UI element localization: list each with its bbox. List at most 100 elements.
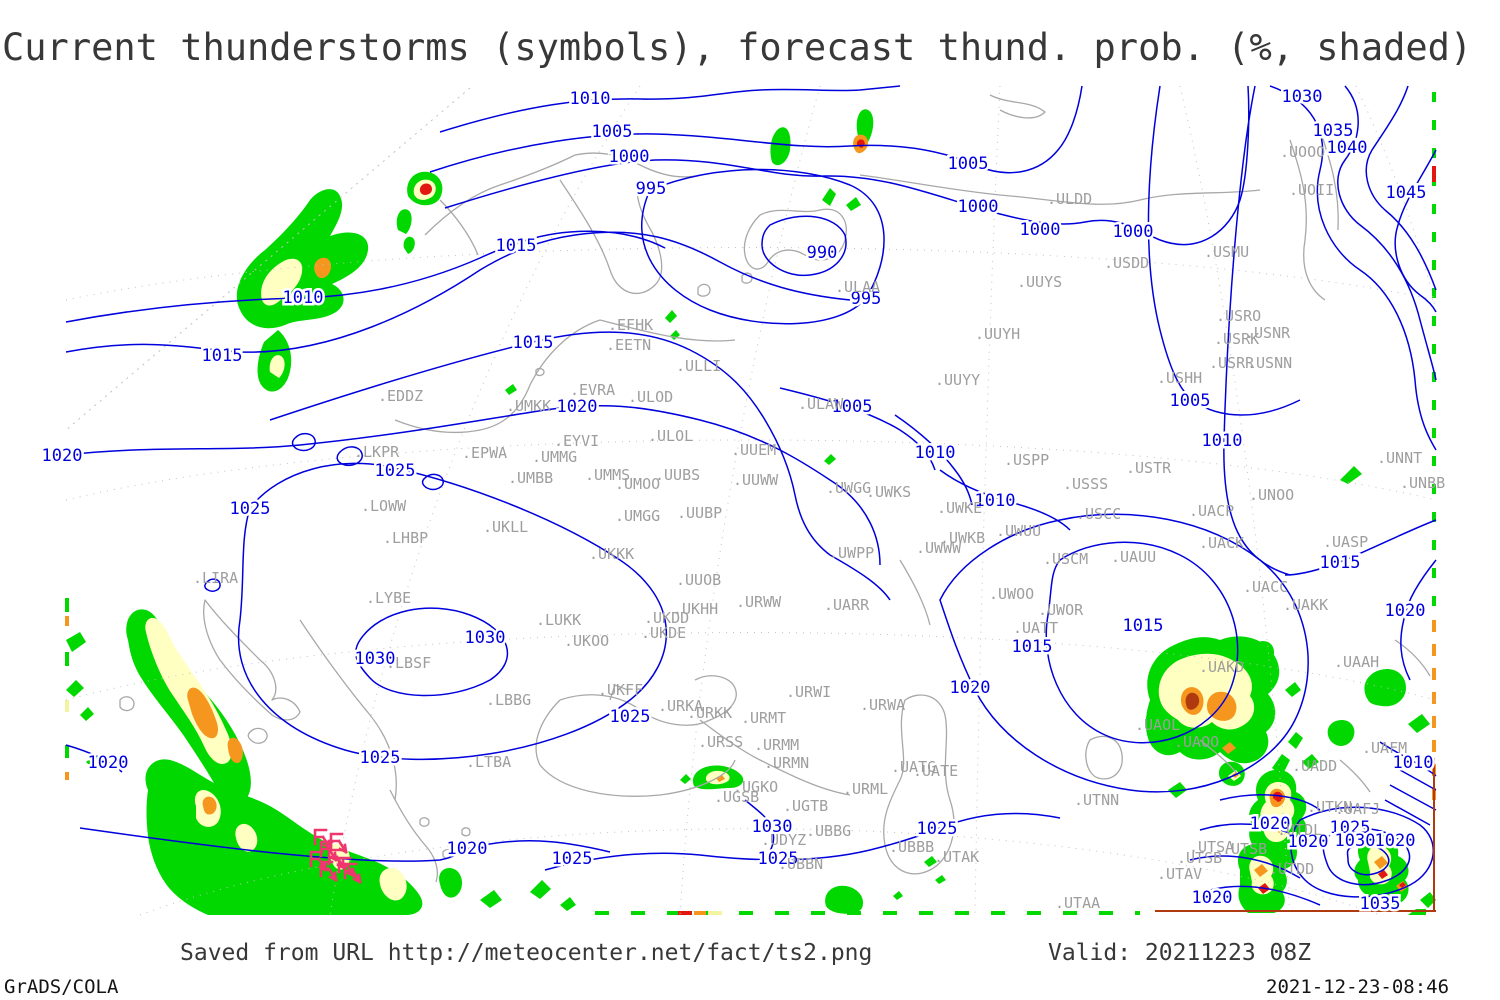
station-id-label: .URWI <box>786 683 831 701</box>
station-id-label: .USCC <box>1076 505 1121 523</box>
isobar-label: 1045 <box>1386 183 1427 203</box>
isobar-label: 1025 <box>360 748 401 768</box>
station-id-label: .LYBE <box>366 589 411 607</box>
station-id-label: .UGTB <box>783 797 828 815</box>
station-id-label: .UACK <box>1199 534 1244 552</box>
station-id-label: .URMM <box>754 736 799 754</box>
creation-timestamp: 2021-12-23-08:46 <box>1266 976 1450 998</box>
station-id-label: .UMBB <box>508 469 553 487</box>
station-id-label: .UUBS <box>655 466 700 484</box>
isobar-label: 1025 <box>552 849 593 869</box>
isobar-layer <box>65 85 1437 906</box>
station-id-label: .URKK <box>687 704 732 722</box>
station-id-label: .UGKO <box>733 778 778 796</box>
station-id-label: .UTAV <box>1157 865 1202 883</box>
station-id-label: .UUBP <box>677 504 722 522</box>
station-id-label: .UDYZ <box>761 831 806 849</box>
station-id-label: .UTSA <box>1189 838 1234 856</box>
isobar-label: 1020 <box>1250 814 1291 834</box>
isobar-label: 1015 <box>1012 637 1053 657</box>
isobar-label: 1020 <box>557 397 598 417</box>
station-id-label: .UMMG <box>532 448 577 466</box>
isobar-label: 1020 <box>1375 831 1416 851</box>
isobar-label: 1030 <box>1282 87 1323 107</box>
isobar-label: 1030 <box>752 817 793 837</box>
station-id-label: .URMN <box>764 754 809 772</box>
isobar-label: 1005 <box>948 154 989 174</box>
isobar-label: 1000 <box>1113 222 1154 242</box>
station-id-label: .UATG <box>891 758 936 776</box>
station-id-label: .LKPR <box>354 443 400 461</box>
station-id-label: .UWOR <box>1038 601 1084 619</box>
isobar-label: 1025 <box>375 461 416 481</box>
station-id-label: .UWPP <box>829 544 874 562</box>
station-id-label: .ULAA <box>835 278 880 296</box>
station-id-label: .LOWW <box>361 497 407 515</box>
station-id-label: .USNN <box>1247 354 1292 372</box>
isobar-label: 1020 <box>88 753 129 773</box>
station-id-label: .UUYH <box>975 325 1020 343</box>
isobar-label: 1030 <box>1335 831 1376 851</box>
isobar-label: 1040 <box>1327 138 1368 158</box>
station-id-label: .LBSF <box>386 654 431 672</box>
isobar-label: 1025 <box>610 707 651 727</box>
station-id-label: .USSS <box>1063 475 1108 493</box>
station-id-label: .USMU <box>1204 243 1249 261</box>
station-id-label: .UWOO <box>989 585 1034 603</box>
station-id-label: .LHBP <box>383 529 428 547</box>
isobar-labels-layer: 1010 1005 1000 995 1005 1000 1000 1000 990 995 103… <box>39 85 1436 917</box>
isobar-label: 1020 <box>42 446 83 466</box>
isobar-label: 995 <box>636 179 667 199</box>
station-id-label: .EPWA <box>462 444 507 462</box>
station-id-label: .USRO <box>1216 307 1261 325</box>
station-id-label: .UTDL <box>1277 821 1322 839</box>
station-id-label: .UAOL <box>1135 716 1180 734</box>
station-id-label: .ULLI <box>676 357 721 375</box>
station-id-label: .URWA <box>860 696 905 714</box>
isobar-label: 1000 <box>958 197 999 217</box>
station-id-label: .UACC <box>1243 578 1288 596</box>
station-id-label: .UATT <box>1013 619 1058 637</box>
station-id-label: .UWKB <box>940 529 985 547</box>
station-id-label: .UMGG <box>615 507 660 525</box>
station-id-label: .UNOO <box>1249 486 1294 504</box>
station-id-label: .UTNN <box>1074 791 1119 809</box>
isobar-label: 1000 <box>609 147 650 167</box>
station-id-label: .UBBB <box>889 838 934 856</box>
isobar-label: 995 <box>851 289 882 309</box>
station-id-label: .UARR <box>824 596 870 614</box>
isobar-label: 1020 <box>447 839 488 859</box>
station-id-label: .URWW <box>736 593 782 611</box>
isobar-label: 1030 <box>465 628 506 648</box>
station-id-label: .UKFF <box>598 681 643 699</box>
station-id-label: .ULAW <box>798 395 844 413</box>
station-id-label: .UKHH <box>673 600 718 618</box>
isobar-label: 1015 <box>496 236 537 256</box>
station-id-label: .UBBG <box>806 822 851 840</box>
isobar-label: 1010 <box>1202 431 1243 451</box>
station-id-label: .UUWW <box>733 471 779 489</box>
graticule-layer <box>65 85 1437 916</box>
station-id-label: .USHH <box>1157 369 1202 387</box>
station-id-label: .ULDD <box>1047 190 1092 208</box>
isobar-label: 1025 <box>917 819 958 839</box>
station-id-label: .USRR <box>1209 354 1255 372</box>
station-id-label: .EDDZ <box>378 387 423 405</box>
station-id-label: .LUKK <box>536 611 581 629</box>
isobar-label: 1015 <box>1123 616 1164 636</box>
station-id-label: .UAKK <box>1283 596 1328 614</box>
isobar-label: 1015 <box>202 346 243 366</box>
station-id-label: .UGSB <box>714 788 759 806</box>
saved-from-url-text: Saved from URL http://meteocenter.net/fa… <box>180 940 873 966</box>
map-frame-corner <box>1155 758 1436 912</box>
station-id-label: .UAFM <box>1362 739 1407 757</box>
valid-time-text: Valid: 20211223 08Z <box>1048 940 1312 966</box>
station-id-label: .USTR <box>1126 459 1172 477</box>
station-id-label: .UUOB <box>676 571 721 589</box>
page-title: Current thunderstorms (symbols), forecas… <box>2 26 1473 69</box>
station-id-label: .USDD <box>1104 254 1149 272</box>
station-id-label: .UAAH <box>1334 653 1379 671</box>
station-id-label: .UAKD <box>1199 658 1244 676</box>
